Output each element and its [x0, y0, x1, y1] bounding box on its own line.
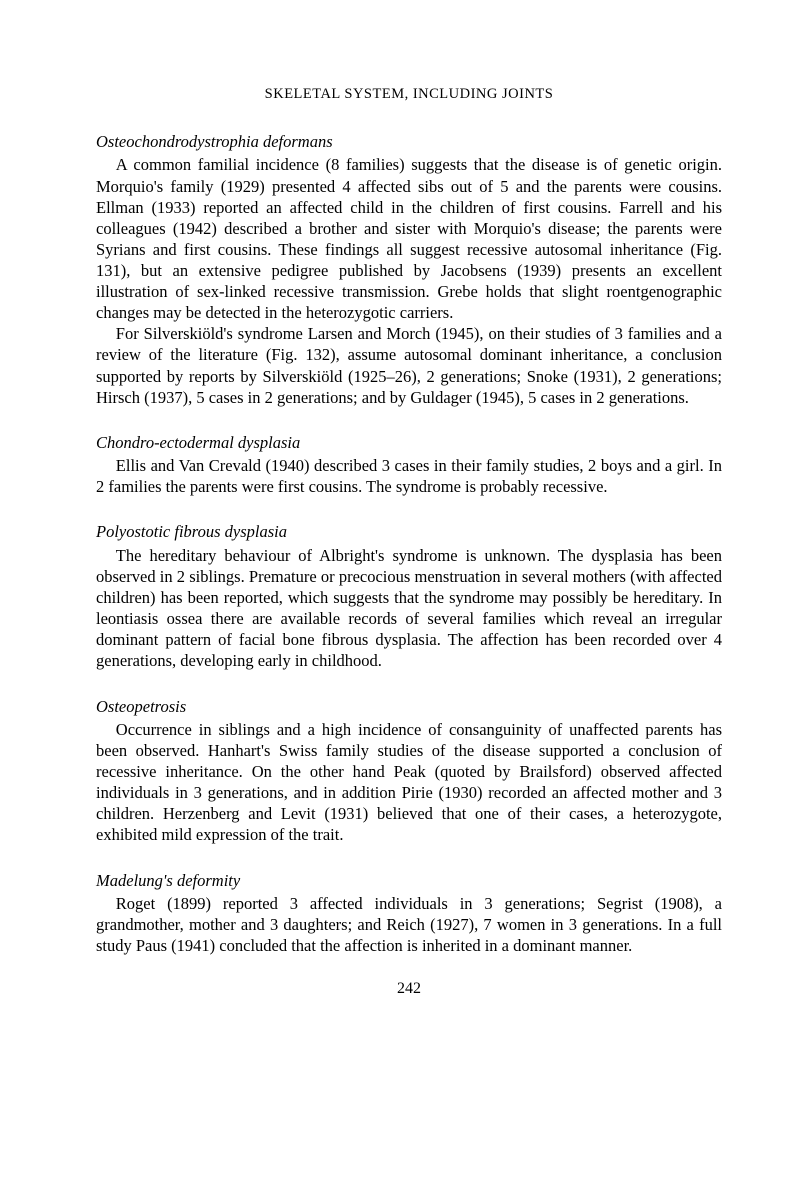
section-osteopetrosis: Osteopetrosis Occurrence in siblings and…: [96, 696, 722, 846]
section-title: Madelung's deformity: [96, 870, 722, 891]
section-title: Osteopetrosis: [96, 696, 722, 717]
section-title: Chondro-ectodermal dysplasia: [96, 432, 722, 453]
section-chondro-ectodermal: Chondro-ectodermal dysplasia Ellis and V…: [96, 432, 722, 498]
paragraph: A common familial incidence (8 families)…: [96, 154, 722, 323]
paragraph: The hereditary behaviour of Albright's s…: [96, 545, 722, 672]
page-number: 242: [96, 980, 722, 998]
paragraph: Roget (1899) reported 3 affected individ…: [96, 893, 722, 956]
paragraph: Ellis and Van Crevald (1940) described 3…: [96, 455, 722, 497]
paragraph: Occurrence in siblings and a high incide…: [96, 719, 722, 846]
page: SKELETAL SYSTEM, INCLUDING JOINTS Osteoc…: [0, 0, 800, 1198]
section-osteochondrodystrophia: Osteochondrodystrophia deformans A commo…: [96, 131, 722, 408]
section-title: Polyostotic fibrous dysplasia: [96, 521, 722, 542]
paragraph: For Silverskiöld's syndrome Larsen and M…: [96, 323, 722, 407]
section-title: Osteochondrodystrophia deformans: [96, 131, 722, 152]
section-madelung: Madelung's deformity Roget (1899) report…: [96, 870, 722, 957]
page-header: SKELETAL SYSTEM, INCLUDING JOINTS: [96, 86, 722, 103]
section-polyostotic: Polyostotic fibrous dysplasia The heredi…: [96, 521, 722, 671]
